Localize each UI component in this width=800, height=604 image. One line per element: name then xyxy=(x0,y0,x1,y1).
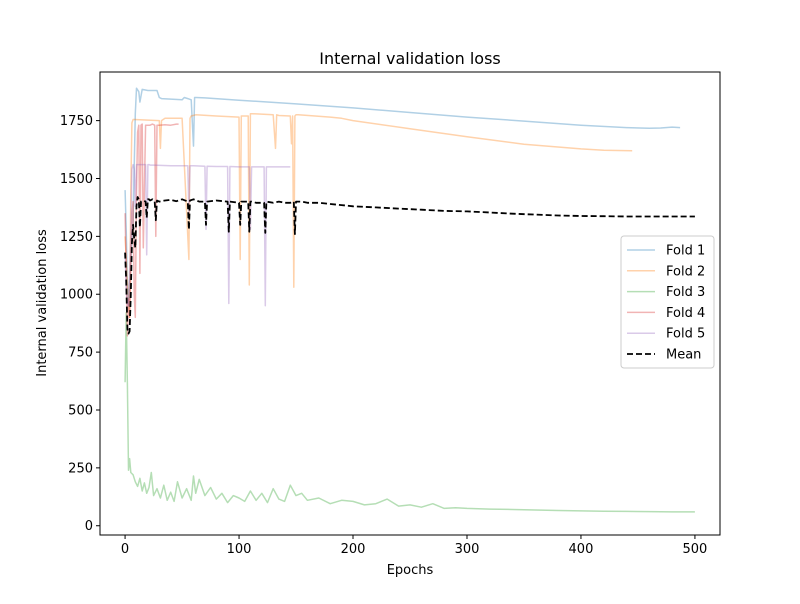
series-line-mean xyxy=(124,196,695,335)
y-axis-label: Internal validation loss xyxy=(35,229,50,377)
x-tick-label: 200 xyxy=(341,542,366,557)
legend-label-fold-3: Fold 3 xyxy=(666,285,705,300)
y-tick-label: 1250 xyxy=(60,230,93,245)
x-axis: 0 100 200 300 400 500 xyxy=(121,535,707,557)
legend-label-fold-4: Fold 4 xyxy=(666,306,705,321)
chart-title: Internal validation loss xyxy=(319,49,501,68)
y-tick-label: 1750 xyxy=(60,114,93,129)
legend-label-fold-5: Fold 5 xyxy=(666,327,705,342)
series-line-fold-1 xyxy=(124,87,681,307)
x-tick-label: 500 xyxy=(683,542,708,557)
legend: Fold 1 Fold 2 Fold 3 Fold 4 Fold 5 Mean xyxy=(620,235,715,369)
x-tick-label: 400 xyxy=(569,542,594,557)
y-tick-label: 0 xyxy=(85,519,93,534)
legend-label-fold-2: Fold 2 xyxy=(666,264,705,279)
legend-label-fold-1: Fold 1 xyxy=(666,244,705,259)
y-tick-label: 250 xyxy=(68,461,93,476)
x-tick-label: 0 xyxy=(121,542,129,557)
series-layer xyxy=(124,87,695,513)
x-tick-label: 300 xyxy=(455,542,480,557)
series-line-fold-2 xyxy=(124,112,633,319)
legend-box xyxy=(620,235,715,369)
y-tick-label: 500 xyxy=(68,403,93,418)
y-axis: 0 250 500 750 1000 1250 1500 1750 xyxy=(60,114,100,534)
legend-label-mean: Mean xyxy=(666,348,701,363)
series-line-fold-3 xyxy=(124,312,695,513)
y-tick-label: 750 xyxy=(68,346,93,361)
y-tick-label: 1500 xyxy=(60,172,93,187)
y-tick-label: 1000 xyxy=(60,288,93,303)
plot-frame xyxy=(99,71,721,536)
x-axis-label: Epochs xyxy=(387,563,434,578)
x-tick-label: 100 xyxy=(227,542,252,557)
